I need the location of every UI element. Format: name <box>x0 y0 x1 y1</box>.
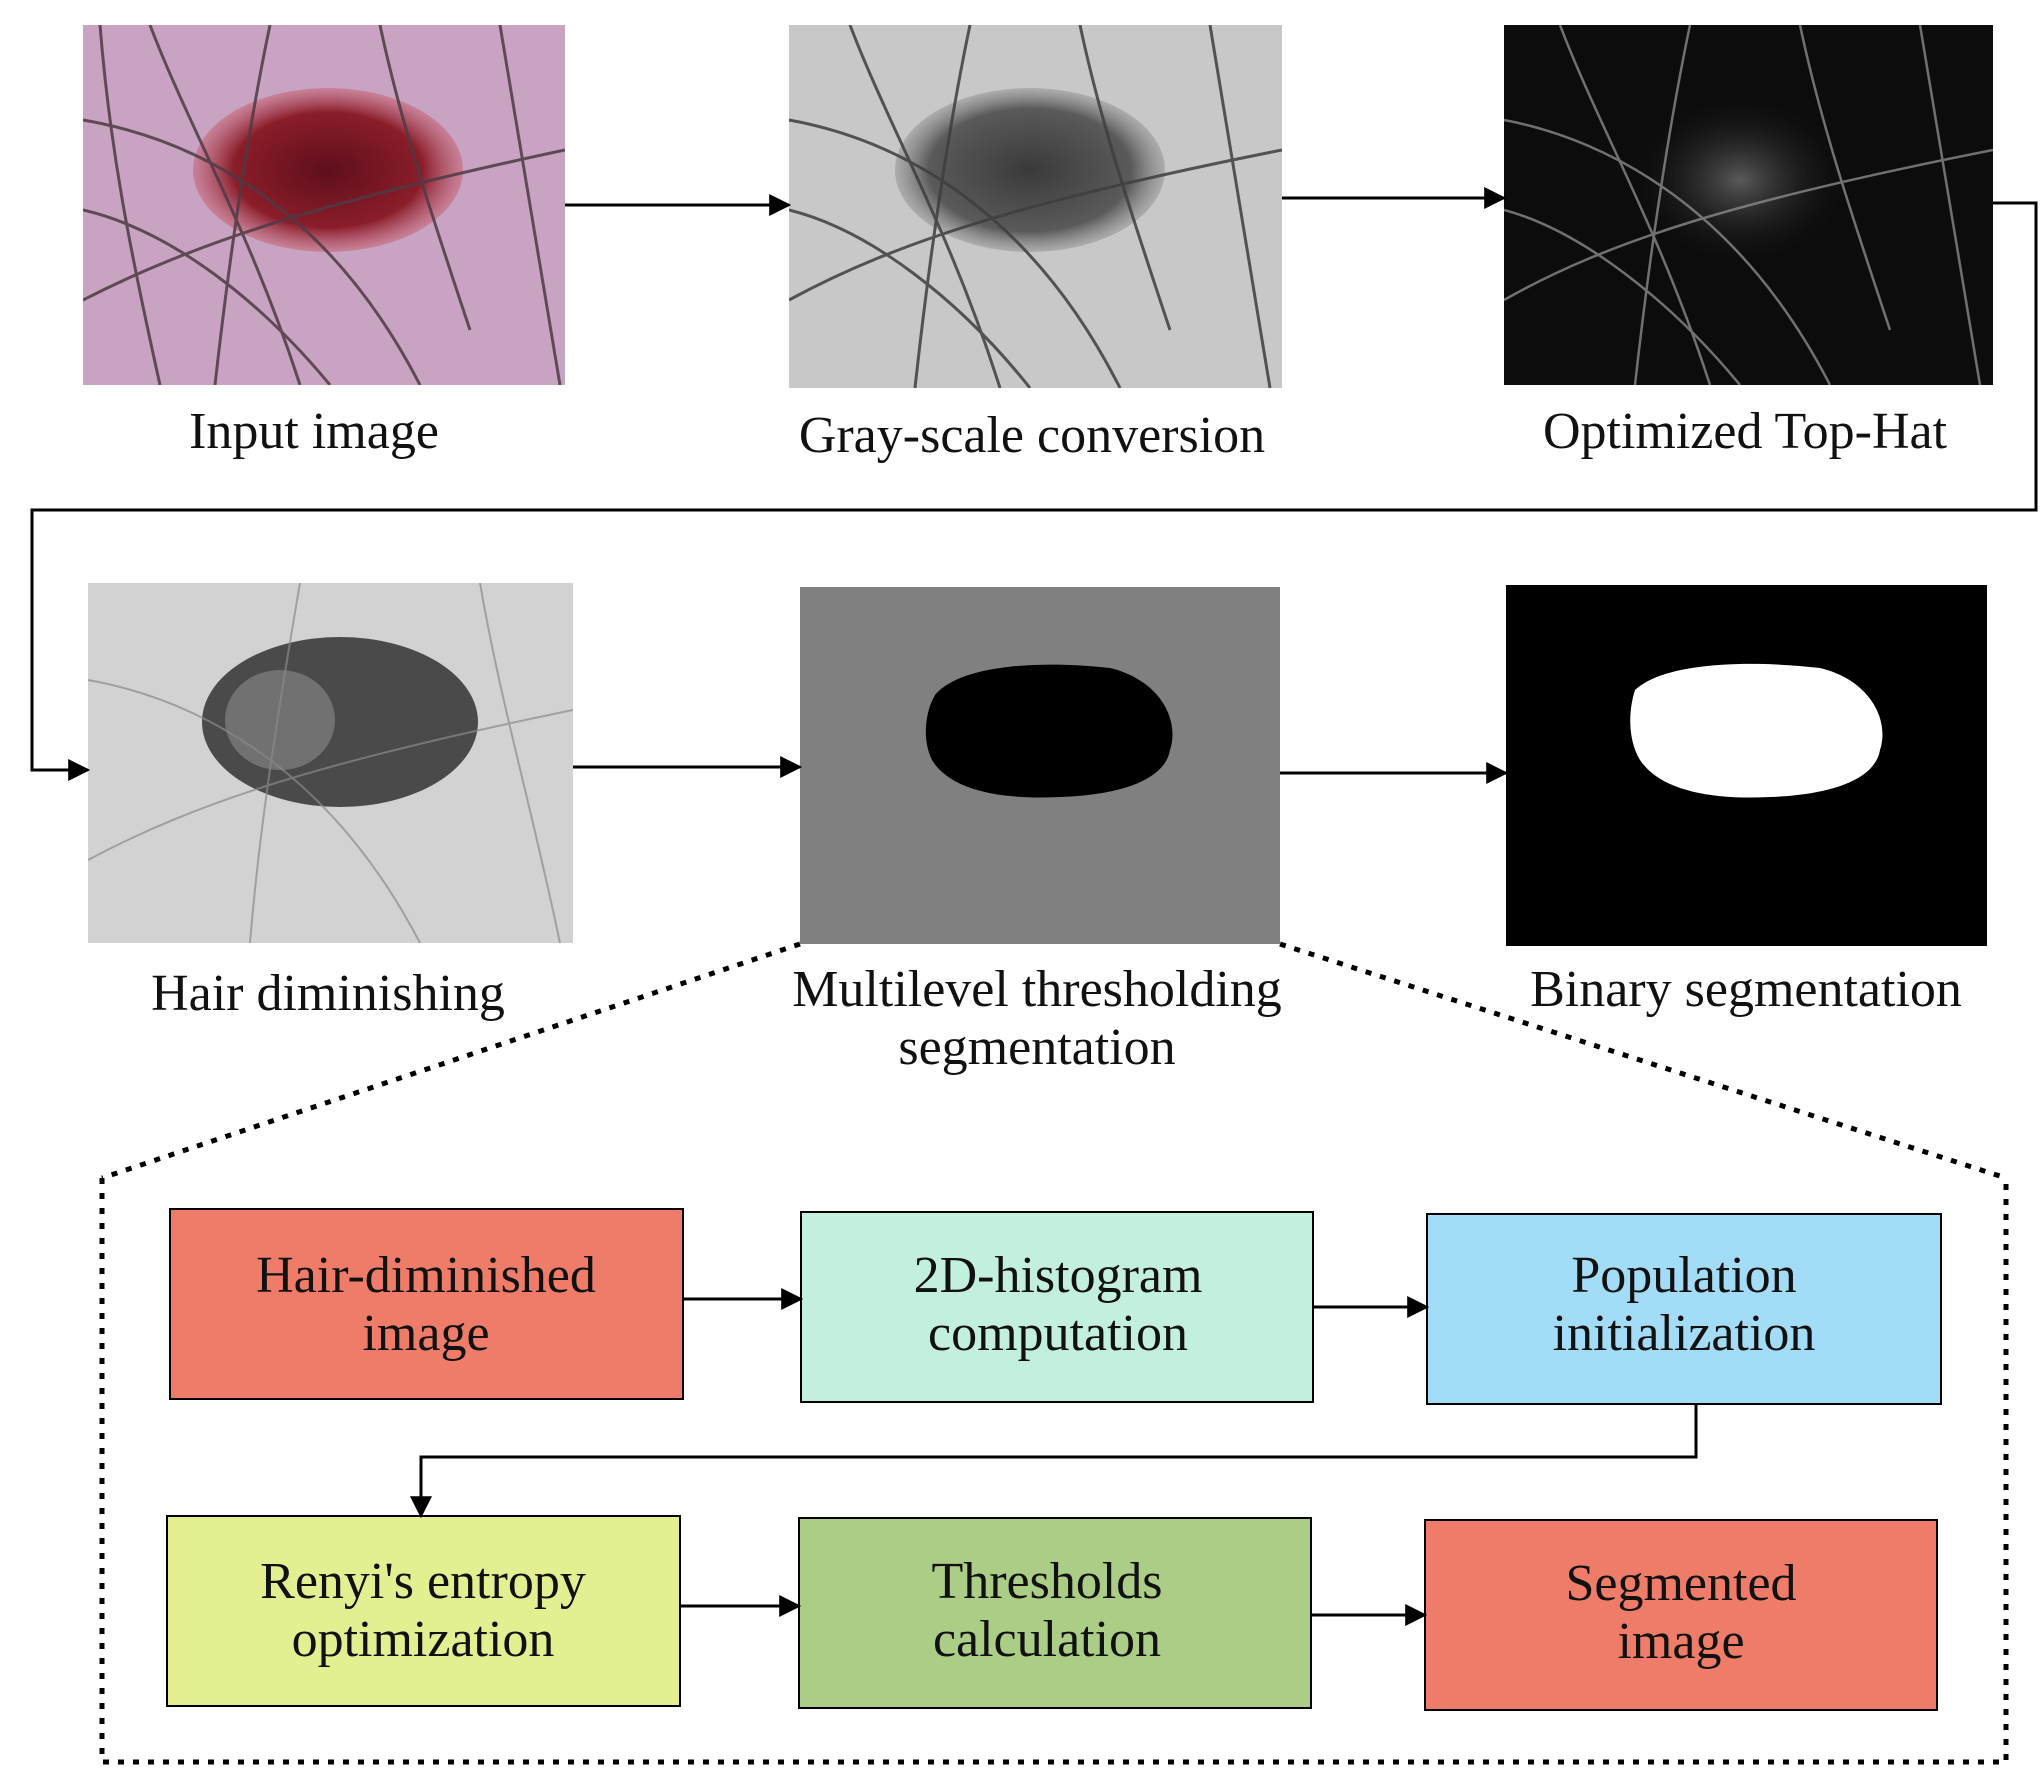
arrow-step3-to-step4 <box>410 1404 1698 1519</box>
label-grayscale: Gray-scale conversion <box>799 407 1265 464</box>
step-thresholds-line2: calculation <box>933 1611 1161 1668</box>
step-boxes: Hair-diminished image 2D-histogram compu… <box>166 1208 1942 1711</box>
step-thresholds: Thresholds calculation <box>798 1517 1312 1709</box>
label-multilevel-line2: segmentation <box>898 1019 1175 1076</box>
step-histogram: 2D-histogram computation <box>800 1211 1314 1403</box>
step-renyi-line2: optimization <box>292 1611 555 1668</box>
step-connectors <box>410 1288 1698 1626</box>
label-multilevel-line1: Multilevel thresholding <box>792 961 1282 1018</box>
binary-segmentation-image <box>1506 585 1987 946</box>
step-segmented: Segmented image <box>1424 1519 1938 1711</box>
step-segmented-line1: Segmented <box>1565 1555 1796 1612</box>
zoom-frame <box>99 941 2009 1765</box>
step-hair-diminished-line1: Hair-diminished <box>256 1247 596 1304</box>
step-histogram-line1: 2D-histogram <box>914 1247 1203 1304</box>
step-renyi-line1: Renyi's entropy <box>260 1553 586 1610</box>
step-population: Population initialization <box>1426 1213 1942 1405</box>
step-hair-diminished: Hair-diminished image <box>169 1208 684 1400</box>
multilevel-threshold-image <box>800 587 1280 944</box>
hair-diminished-image <box>88 583 573 943</box>
step-hair-diminished-line2: image <box>362 1305 489 1362</box>
label-top-hat: Optimized Top-Hat <box>1543 403 1948 460</box>
step-segmented-line2: image <box>1617 1613 1744 1670</box>
label-input-image: Input image <box>189 403 439 460</box>
arrow-tophat-to-hair <box>30 201 2038 781</box>
step-population-line2: initialization <box>1553 1305 1816 1362</box>
image-connectors <box>30 187 2038 784</box>
label-hair-diminishing: Hair diminishing <box>151 965 505 1022</box>
step-thresholds-line1: Thresholds <box>931 1553 1162 1610</box>
label-binary-segmentation: Binary segmentation <box>1530 961 1962 1018</box>
step-population-line1: Population <box>1571 1247 1796 1304</box>
top-hat-image <box>1504 25 1993 385</box>
step-renyi: Renyi's entropy optimization <box>166 1515 681 1707</box>
input-image <box>83 25 565 385</box>
step-histogram-line2: computation <box>928 1305 1188 1362</box>
grayscale-image <box>789 25 1282 388</box>
